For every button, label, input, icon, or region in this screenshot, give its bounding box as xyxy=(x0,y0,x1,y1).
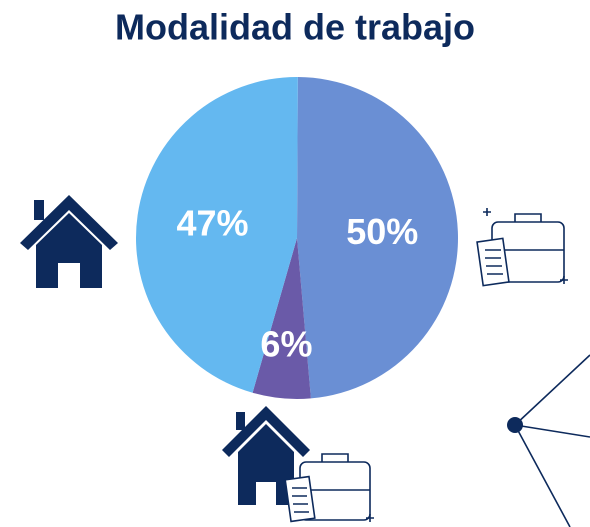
home-icon xyxy=(20,195,118,288)
pie-slice xyxy=(252,238,311,399)
slice-label: 50% xyxy=(346,211,418,252)
slice-label: 47% xyxy=(177,202,249,243)
pie-slice xyxy=(135,77,298,393)
pie-slice xyxy=(297,77,459,399)
office-icon xyxy=(476,208,568,287)
hybrid-icon xyxy=(222,406,374,523)
slice-label: 6% xyxy=(260,323,312,364)
chart-title: Modalidad de trabajo xyxy=(115,7,475,48)
network-decoration xyxy=(507,354,590,527)
